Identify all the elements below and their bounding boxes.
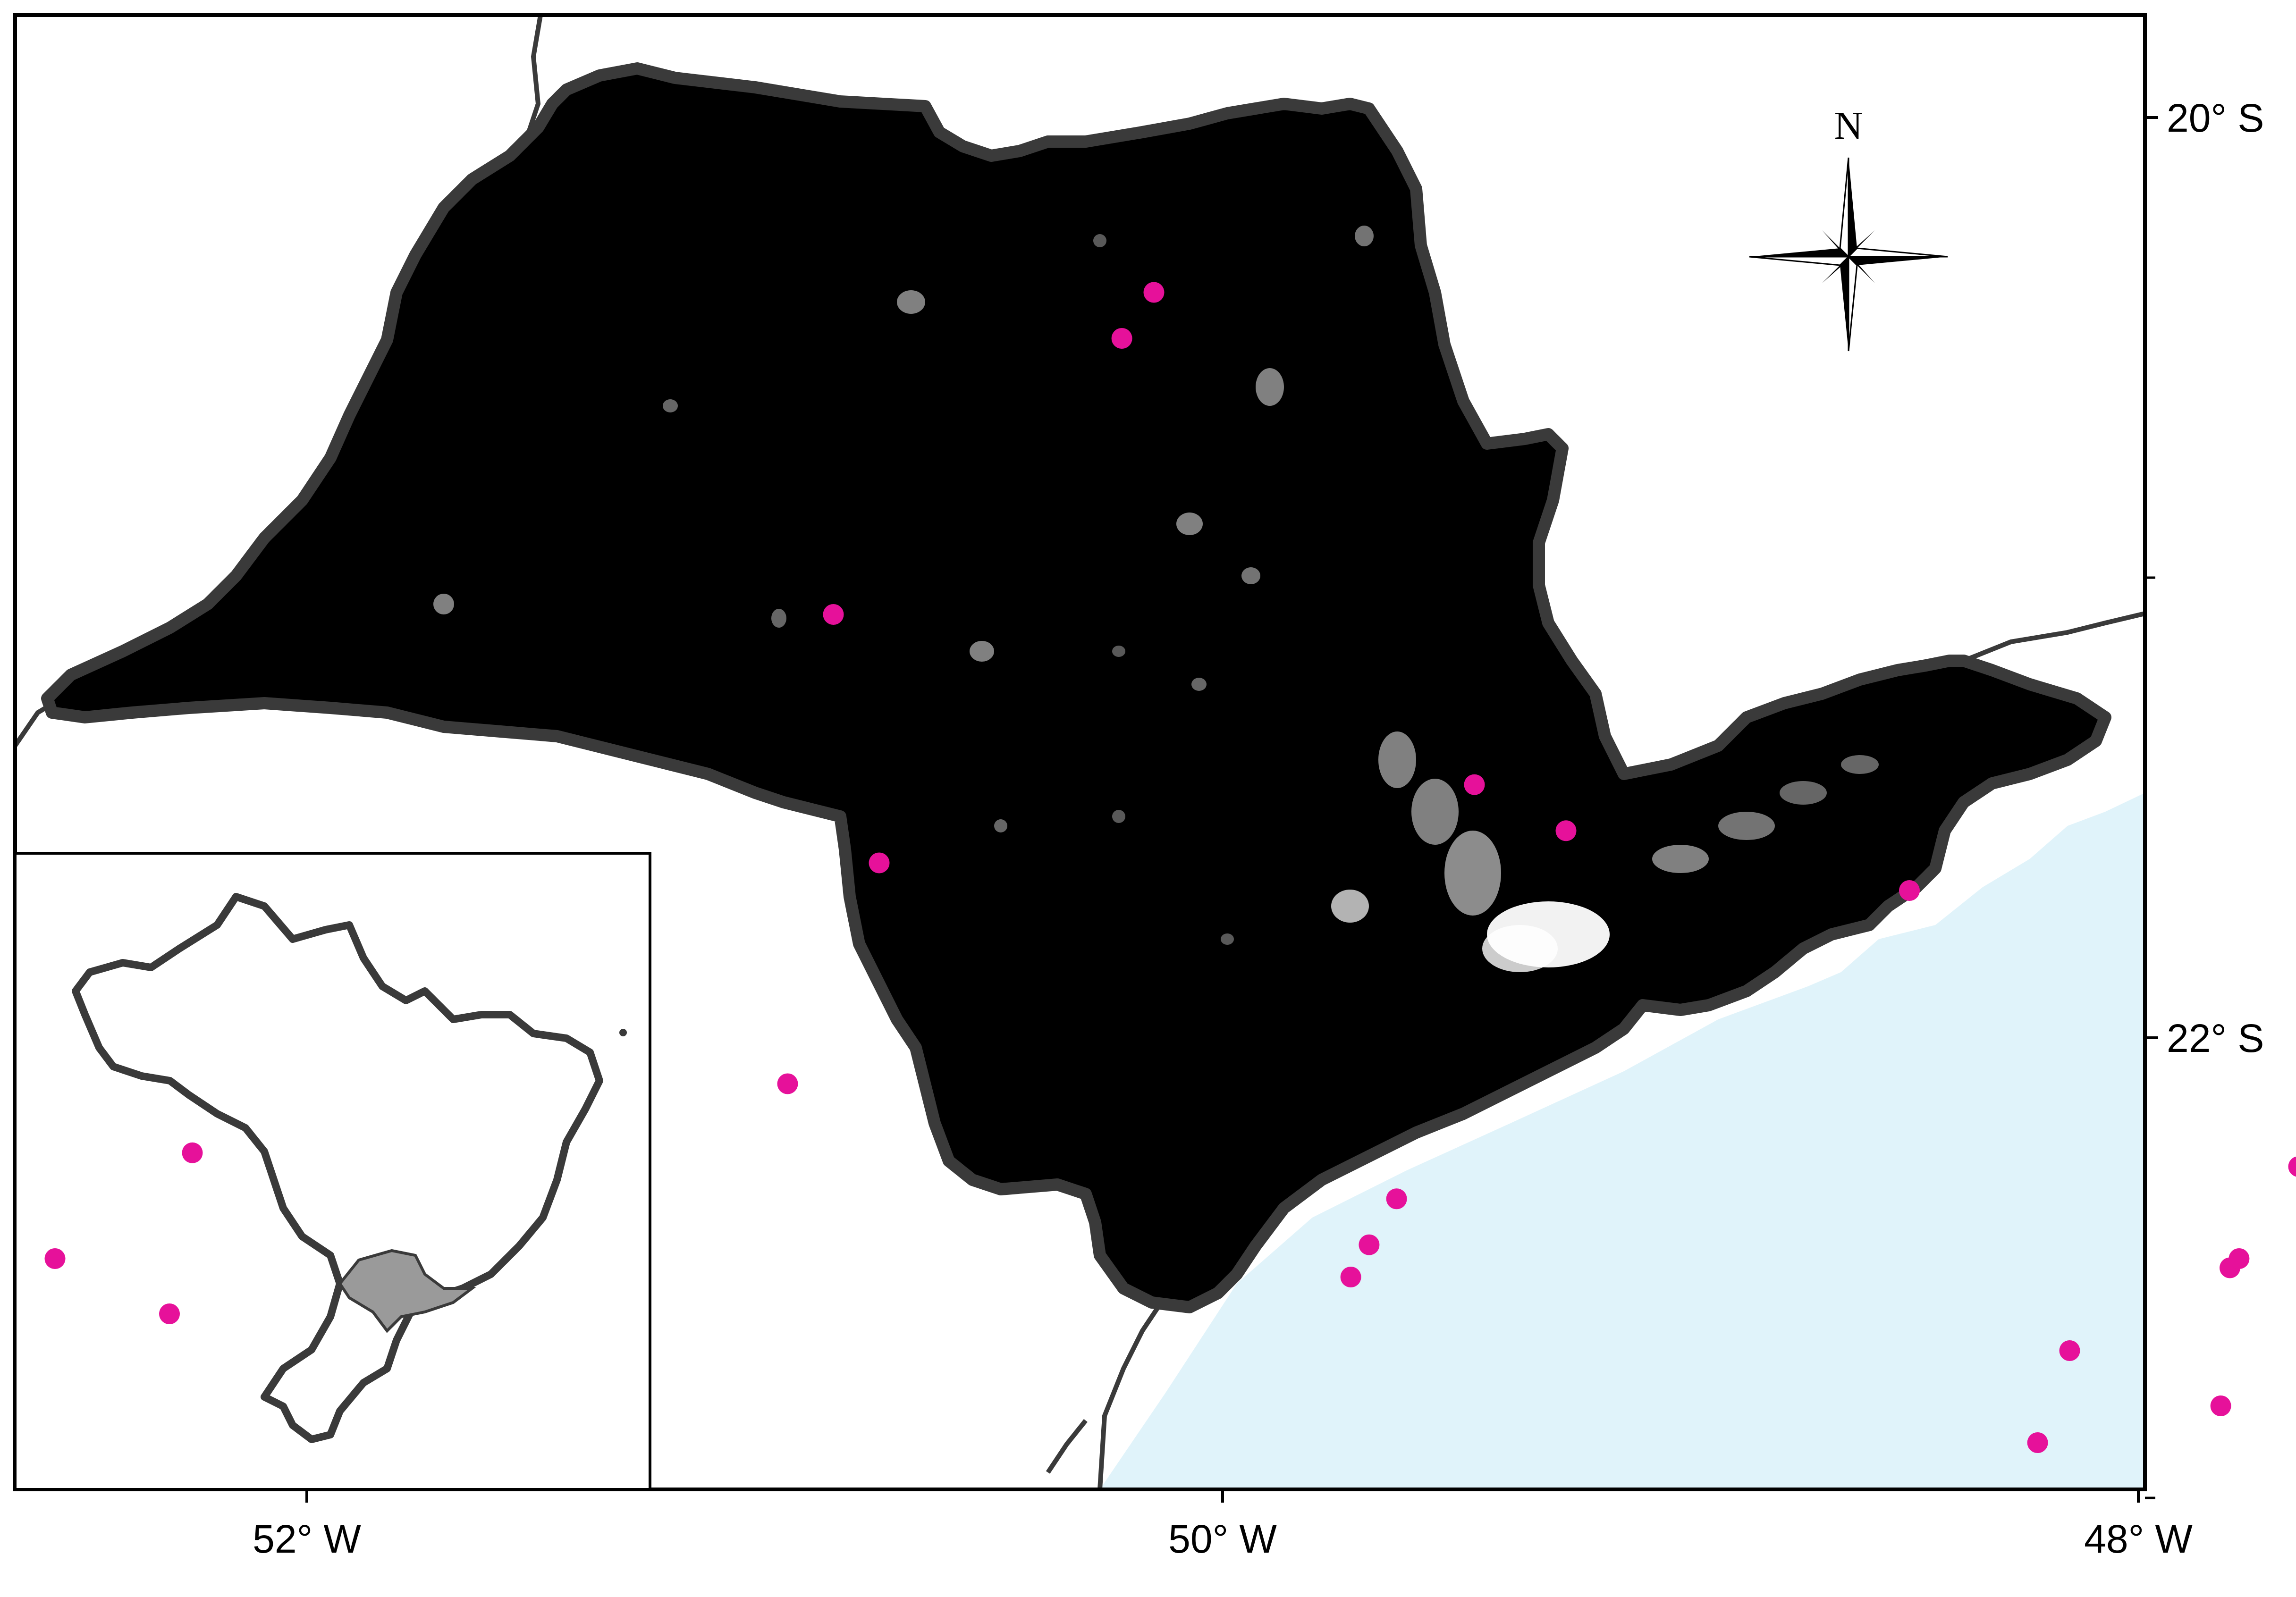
axes: 52° W50° W48° W46° W 20° S22° S24° S bbox=[13, 13, 2264, 1561]
compass-north-label: N bbox=[1834, 104, 1863, 148]
y-tick-label: 22° S bbox=[2167, 1016, 2264, 1060]
brazil-outline-icon bbox=[72, 893, 603, 1443]
site-marker bbox=[1555, 820, 1577, 841]
site-marker bbox=[823, 604, 844, 625]
site-marker bbox=[2027, 1432, 2048, 1453]
ocean bbox=[1100, 793, 2145, 1489]
x-tick-label: 52° W bbox=[253, 1517, 361, 1561]
site-marker bbox=[2228, 1248, 2250, 1269]
site-marker bbox=[159, 1303, 180, 1324]
x-tick-label: 48° W bbox=[2084, 1517, 2193, 1561]
sampling-sites bbox=[44, 282, 2296, 1453]
site-marker bbox=[1386, 1188, 1407, 1210]
site-marker bbox=[1464, 774, 1485, 795]
x-tick-label: 50° W bbox=[1168, 1517, 1277, 1561]
sao-paulo-state bbox=[41, 62, 2111, 1313]
site-marker bbox=[1143, 282, 1165, 303]
site-marker bbox=[44, 1248, 66, 1269]
site-marker bbox=[1111, 328, 1132, 349]
site-marker bbox=[1899, 880, 1920, 901]
sao-paulo-highlight bbox=[338, 1249, 476, 1333]
site-marker bbox=[2210, 1395, 2231, 1416]
site-marker bbox=[2059, 1340, 2080, 1361]
plot-frame bbox=[13, 13, 2147, 1491]
island-dot bbox=[619, 1029, 627, 1036]
y-tick-label: 20° S bbox=[2167, 96, 2264, 140]
site-marker bbox=[1359, 1234, 1380, 1255]
site-marker bbox=[1340, 1267, 1361, 1287]
city-lights bbox=[433, 226, 1879, 972]
compass-rose-icon: N bbox=[1749, 104, 1948, 352]
inset-map bbox=[14, 852, 651, 1491]
site-marker bbox=[182, 1142, 203, 1163]
site-marker bbox=[2288, 1156, 2296, 1177]
site-marker bbox=[777, 1073, 798, 1094]
site-marker bbox=[869, 852, 890, 874]
